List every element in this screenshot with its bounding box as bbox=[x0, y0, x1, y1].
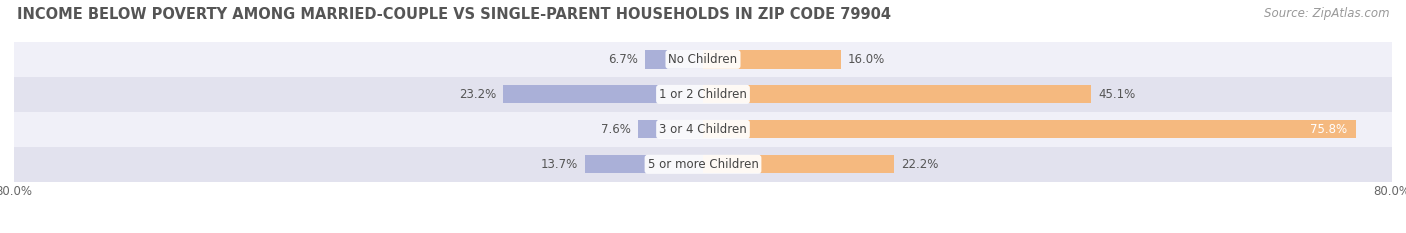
Bar bbox=[645, 50, 703, 69]
Legend: Married Couples, Single Parents: Married Couples, Single Parents bbox=[575, 230, 831, 233]
Text: 23.2%: 23.2% bbox=[460, 88, 496, 101]
Bar bbox=[637, 120, 703, 138]
Text: Source: ZipAtlas.com: Source: ZipAtlas.com bbox=[1264, 7, 1389, 20]
Text: 1 or 2 Children: 1 or 2 Children bbox=[659, 88, 747, 101]
Text: 3 or 4 Children: 3 or 4 Children bbox=[659, 123, 747, 136]
Bar bbox=[503, 85, 703, 103]
Bar bbox=[14, 112, 1392, 147]
Bar bbox=[14, 147, 1392, 182]
Text: 16.0%: 16.0% bbox=[848, 53, 884, 66]
Text: No Children: No Children bbox=[668, 53, 738, 66]
Text: 75.8%: 75.8% bbox=[1310, 123, 1347, 136]
Text: 5 or more Children: 5 or more Children bbox=[648, 158, 758, 171]
Text: 45.1%: 45.1% bbox=[1098, 88, 1136, 101]
Bar bbox=[14, 77, 1392, 112]
Bar bbox=[703, 155, 894, 173]
Text: 22.2%: 22.2% bbox=[901, 158, 938, 171]
Bar bbox=[14, 42, 1392, 77]
Bar bbox=[703, 120, 1355, 138]
Text: 7.6%: 7.6% bbox=[600, 123, 631, 136]
Text: 6.7%: 6.7% bbox=[609, 53, 638, 66]
Bar bbox=[585, 155, 703, 173]
Text: 13.7%: 13.7% bbox=[541, 158, 578, 171]
Bar bbox=[703, 85, 1091, 103]
Bar bbox=[703, 50, 841, 69]
Text: INCOME BELOW POVERTY AMONG MARRIED-COUPLE VS SINGLE-PARENT HOUSEHOLDS IN ZIP COD: INCOME BELOW POVERTY AMONG MARRIED-COUPL… bbox=[17, 7, 891, 22]
